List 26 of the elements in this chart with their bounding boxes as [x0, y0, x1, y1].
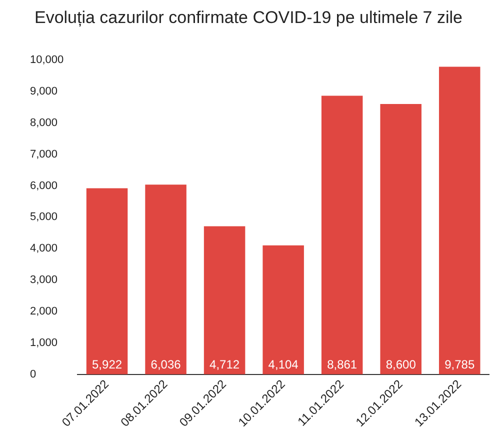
- bar: [204, 226, 246, 374]
- y-tick-label: 1,000: [30, 336, 58, 349]
- y-tick-label: 10,000: [30, 54, 64, 66]
- y-tick-label: 2,000: [30, 306, 58, 318]
- data-label: 4,712: [210, 358, 240, 372]
- bar: [321, 96, 363, 374]
- chart-title: Evoluția cazurilor confirmate COVID-19 pe ultimele 7 zile: [33, 8, 464, 28]
- y-tick-label: 8,000: [30, 116, 58, 129]
- data-label: 5,922: [92, 358, 122, 372]
- bar: [145, 184, 186, 374]
- data-label: 8,861: [327, 358, 358, 372]
- data-label: 6,036: [150, 358, 182, 372]
- y-tick-label: 5,000: [30, 211, 58, 224]
- data-label: 4,104: [268, 358, 299, 372]
- y-tick-label: 9,000: [30, 85, 58, 98]
- bar: [86, 188, 128, 374]
- bar: [262, 245, 304, 374]
- bar: [438, 66, 480, 374]
- bar: [380, 104, 422, 374]
- data-label: 9,785: [444, 358, 475, 372]
- y-tick-label: 0: [30, 368, 36, 380]
- y-tick-label: 7,000: [30, 148, 58, 160]
- y-tick-label: 6,000: [30, 180, 58, 192]
- data-label: 8,600: [386, 358, 416, 372]
- y-tick-label: 4,000: [30, 242, 58, 255]
- y-tick-label: 3,000: [30, 274, 58, 286]
